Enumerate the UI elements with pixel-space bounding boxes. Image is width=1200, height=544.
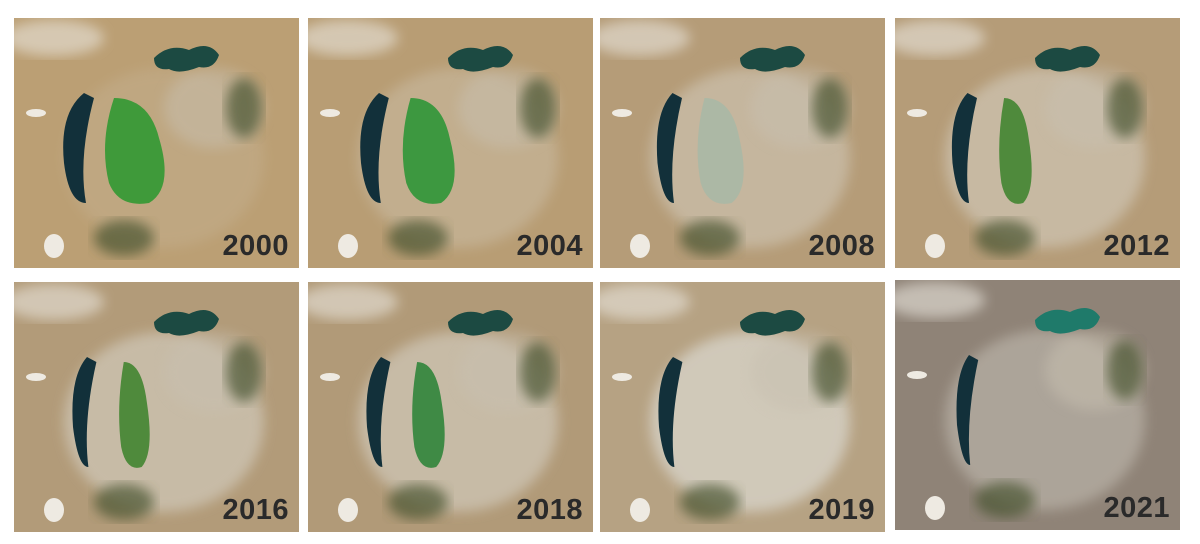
- satellite-image-panel: 2008: [600, 18, 885, 268]
- year-label: 2016: [222, 494, 289, 526]
- year-label: 2019: [808, 494, 875, 526]
- satellite-image-panel: 2000: [14, 18, 299, 268]
- satellite-image-panel: 2016: [14, 282, 299, 532]
- aral-sea-satellite-image: [308, 282, 593, 532]
- satellite-image-panel: 2012: [895, 18, 1180, 268]
- year-label: 2008: [808, 230, 875, 262]
- satellite-image-panel: 2021: [895, 280, 1180, 530]
- satellite-image-panel: 2019: [600, 282, 885, 532]
- year-label: 2012: [1103, 230, 1170, 262]
- satellite-image-panel: 2018: [308, 282, 593, 532]
- year-label: 2004: [516, 230, 583, 262]
- aral-sea-satellite-image: [600, 18, 885, 268]
- aral-sea-satellite-image: [895, 18, 1180, 268]
- year-label: 2018: [516, 494, 583, 526]
- satellite-image-panel: 2004: [308, 18, 593, 268]
- aral-sea-satellite-image: [14, 18, 299, 268]
- year-label: 2000: [222, 230, 289, 262]
- aral-sea-satellite-image: [308, 18, 593, 268]
- aral-sea-satellite-image: [895, 280, 1180, 530]
- aral-sea-satellite-image: [14, 282, 299, 532]
- aral-sea-satellite-image: [600, 282, 885, 532]
- year-label: 2021: [1103, 492, 1170, 524]
